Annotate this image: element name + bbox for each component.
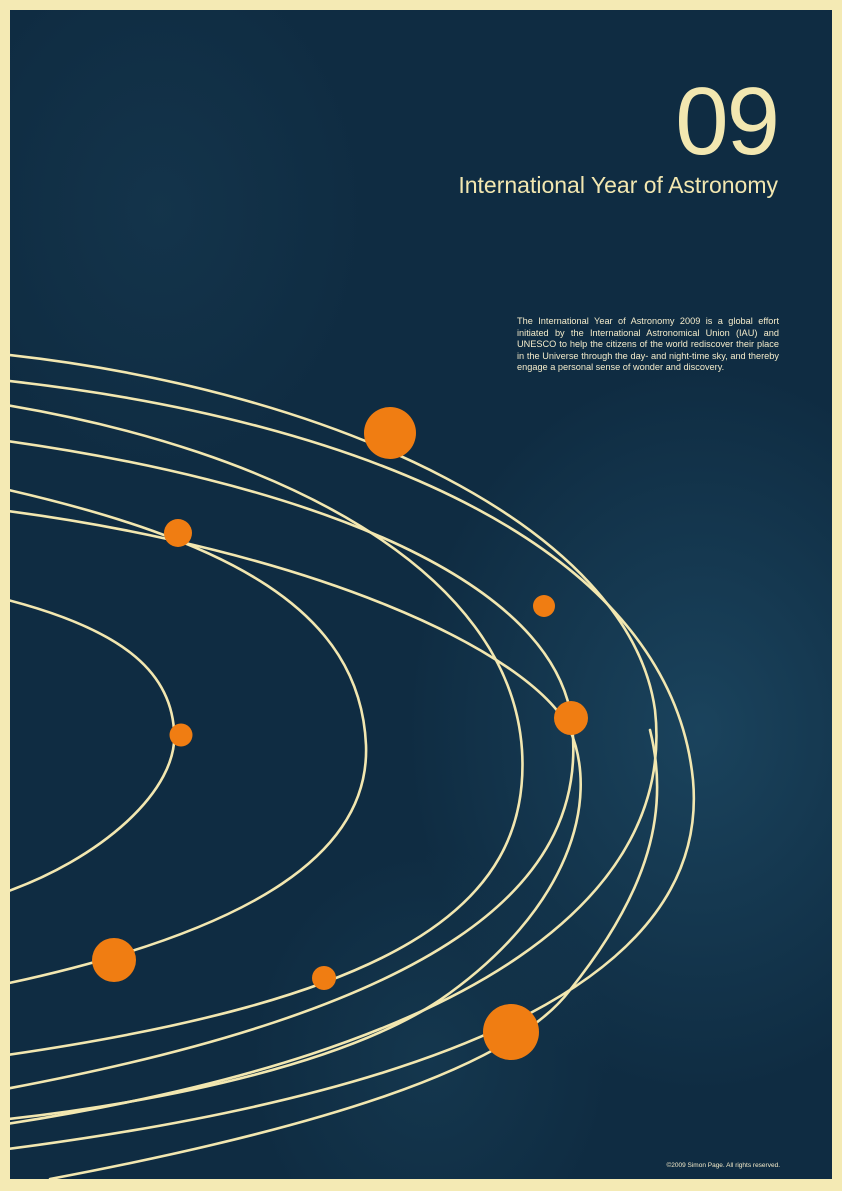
orbit-illustration bbox=[10, 353, 696, 1179]
orbit-5 bbox=[10, 353, 658, 1125]
poster-title: International Year of Astronomy bbox=[458, 172, 778, 198]
copyright-text: ©2009 Simon Page. All rights reserved. bbox=[666, 1162, 780, 1169]
planet-small-right bbox=[533, 595, 555, 617]
orbit-1 bbox=[10, 599, 176, 892]
orbit-8 bbox=[48, 728, 659, 1179]
planet-tiny-center bbox=[169, 723, 193, 747]
planet-large-bottom-left bbox=[92, 938, 136, 982]
background-texture bbox=[10, 10, 832, 1179]
poster-panel: 09 International Year of Astronomy The I… bbox=[10, 10, 832, 1179]
planet-large-bottom-right bbox=[483, 1004, 539, 1060]
planet-medium-right bbox=[554, 701, 588, 735]
orbit-7 bbox=[10, 510, 582, 1121]
planet-small-left bbox=[164, 519, 192, 547]
orbit-6 bbox=[10, 379, 696, 1150]
year-number: 09 bbox=[675, 68, 780, 175]
planet-small-bottom bbox=[312, 966, 336, 990]
description-text: The International Year of Astronomy 2009… bbox=[517, 316, 779, 373]
planet-large-top bbox=[364, 407, 416, 459]
orbit-3 bbox=[10, 404, 524, 1056]
